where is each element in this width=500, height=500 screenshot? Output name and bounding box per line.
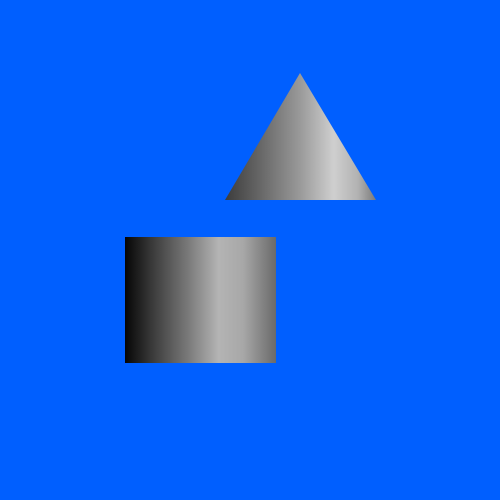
cone-shape	[225, 73, 376, 200]
cylinder-shape	[125, 237, 276, 363]
